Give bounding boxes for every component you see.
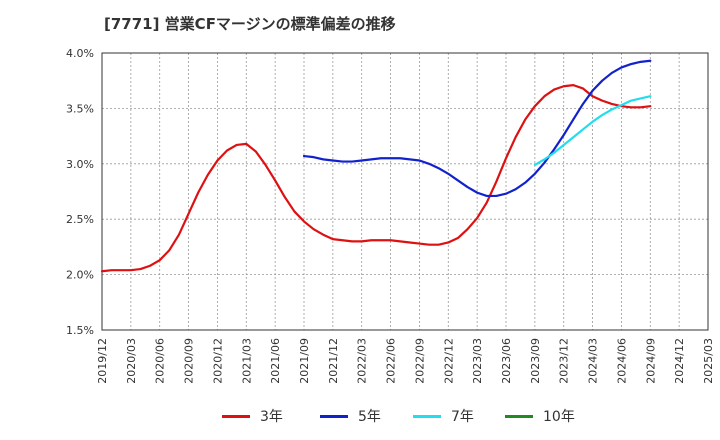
x-tick-label: 2021/03: [240, 338, 253, 384]
x-tick-label: 2024/12: [673, 338, 686, 384]
legend-swatch-3y: [222, 414, 250, 418]
series-line-1: [302, 59, 652, 198]
legend-swatch-7y: [413, 414, 441, 418]
x-tick-label: 2025/03: [702, 338, 715, 384]
axes: 1.5% 2.0% 2.5% 3.0% 3.5% 4.0% 2019/12 2020/03 20…: [66, 47, 715, 384]
legend-item-7y: 7年: [413, 402, 474, 430]
chart-title: [7771] 営業CFマージンの標準偏差の推移: [104, 15, 396, 33]
x-tick-label: 2021/09: [298, 338, 311, 384]
legend-item-10y: 10年: [505, 402, 575, 430]
x-tick-label: 2020/09: [183, 338, 196, 384]
x-tick-label: 2022/09: [413, 338, 426, 384]
x-tick-label: 2022/12: [442, 338, 455, 384]
x-tick-label: 2020/06: [154, 338, 167, 384]
x-tick-label: 2020/12: [211, 338, 224, 384]
legend-swatch-10y: [505, 414, 533, 418]
x-tick-label: 2023/03: [471, 338, 484, 384]
legend-item-3y: 3年: [222, 402, 283, 430]
x-tick-label: 2024/06: [615, 338, 628, 384]
x-tick-label: 2021/06: [269, 338, 282, 384]
y-tick-label: 3.5%: [66, 102, 94, 115]
x-tick-label: 2019/12: [96, 338, 109, 384]
grid: [101, 52, 709, 331]
legend-label-3y: 3年: [260, 409, 283, 425]
series-line-2: [533, 95, 652, 167]
plot-area: [102, 53, 708, 330]
legend: 3年 5年 7年 10年: [0, 402, 720, 430]
x-tick-label: 2021/12: [327, 338, 340, 384]
x-tick-label: 2020/03: [125, 338, 138, 384]
x-tick-label: 2023/06: [500, 338, 513, 384]
y-tick-label: 3.0%: [66, 158, 94, 171]
x-tick-label: 2022/06: [385, 338, 398, 384]
x-tick-label: 2022/03: [356, 338, 369, 384]
plot-frame: [101, 52, 709, 331]
y-tick-label: 4.0%: [66, 47, 94, 60]
legend-label-10y: 10年: [543, 409, 575, 425]
series-lines: [100, 59, 652, 273]
x-tick-label: 2024/03: [587, 338, 600, 384]
y-tick-label: 2.0%: [66, 269, 94, 282]
x-tick-label: 2023/09: [529, 338, 542, 384]
x-tick-label: 2024/09: [644, 338, 657, 384]
legend-swatch-5y: [320, 414, 348, 418]
legend-label-7y: 7年: [451, 409, 474, 425]
legend-item-5y: 5年: [320, 402, 381, 430]
y-tick-label: 1.5%: [66, 324, 94, 337]
y-tick-label: 2.5%: [66, 213, 94, 226]
series-line-0: [100, 84, 652, 273]
legend-label-5y: 5年: [358, 409, 381, 425]
x-tick-label: 2023/12: [558, 338, 571, 384]
